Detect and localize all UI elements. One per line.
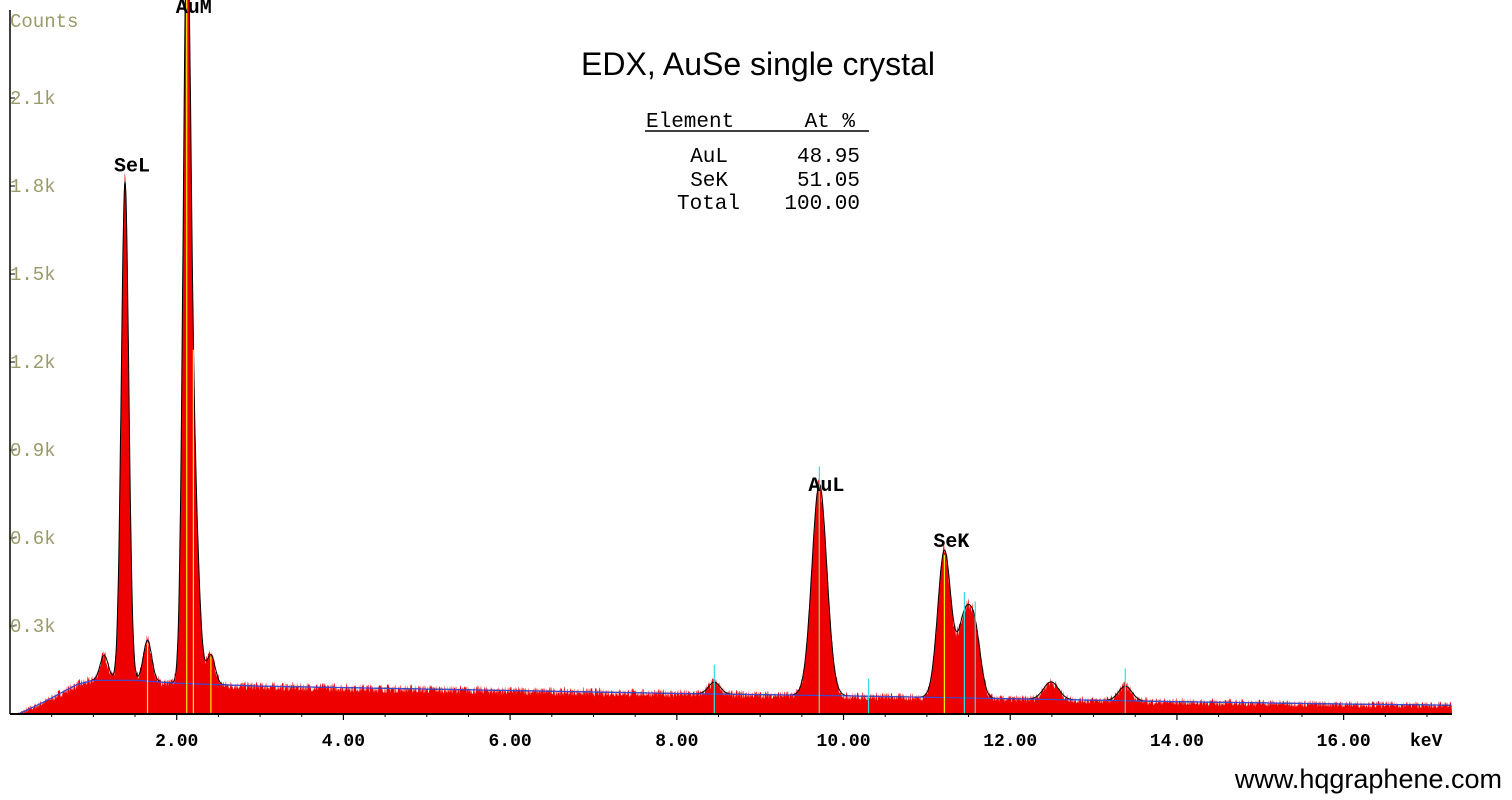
table-row-element: SeK xyxy=(690,170,728,193)
table-row-value: 51.05 xyxy=(797,170,860,193)
x-tick-label: 2.00 xyxy=(155,732,198,752)
fit-curve xyxy=(18,0,1452,715)
y-tick-label: 0.9k xyxy=(10,440,56,462)
x-tick-label: 6.00 xyxy=(489,732,532,752)
table-row-element: Total xyxy=(677,193,740,216)
website-footer: www.hqgraphene.com xyxy=(1234,764,1502,794)
peak-label: AuL xyxy=(808,475,844,498)
x-tick-label: 8.00 xyxy=(655,732,698,752)
peak-label: AuM xyxy=(176,0,212,20)
table-header-element: Element xyxy=(646,111,734,134)
peak-label: SeK xyxy=(933,531,969,554)
x-axis-label: keV xyxy=(1410,732,1443,752)
peak-label: SeL xyxy=(114,155,150,178)
table-row-element: AuL xyxy=(690,146,728,169)
y-tick-label: 0.6k xyxy=(10,528,56,550)
spectrum-fill xyxy=(18,0,1452,714)
y-tick-label: 0.3k xyxy=(10,616,56,638)
x-tick-label: 10.00 xyxy=(817,732,871,752)
background-line xyxy=(18,679,1452,715)
chart-title: EDX, AuSe single crystal xyxy=(581,46,935,82)
y-tick-label: 1.8k xyxy=(10,176,56,198)
y-tick-label: 1.2k xyxy=(10,352,56,374)
y-tick-label: 1.5k xyxy=(10,264,56,286)
y-tick-label: 2.1k xyxy=(10,88,56,110)
x-tick-label: 12.00 xyxy=(983,732,1037,752)
table-header-at: At % xyxy=(805,111,856,134)
y-axis-label: Counts xyxy=(10,11,78,33)
x-tick-label: 4.00 xyxy=(322,732,365,752)
table-row-value: 100.00 xyxy=(784,193,860,216)
composition-table: Element At % AuL 48.95 SeK 51.05 Total 1… xyxy=(645,111,869,216)
table-row-value: 48.95 xyxy=(797,146,860,169)
x-tick-label: 16.00 xyxy=(1317,732,1371,752)
x-tick-label: 14.00 xyxy=(1150,732,1204,752)
